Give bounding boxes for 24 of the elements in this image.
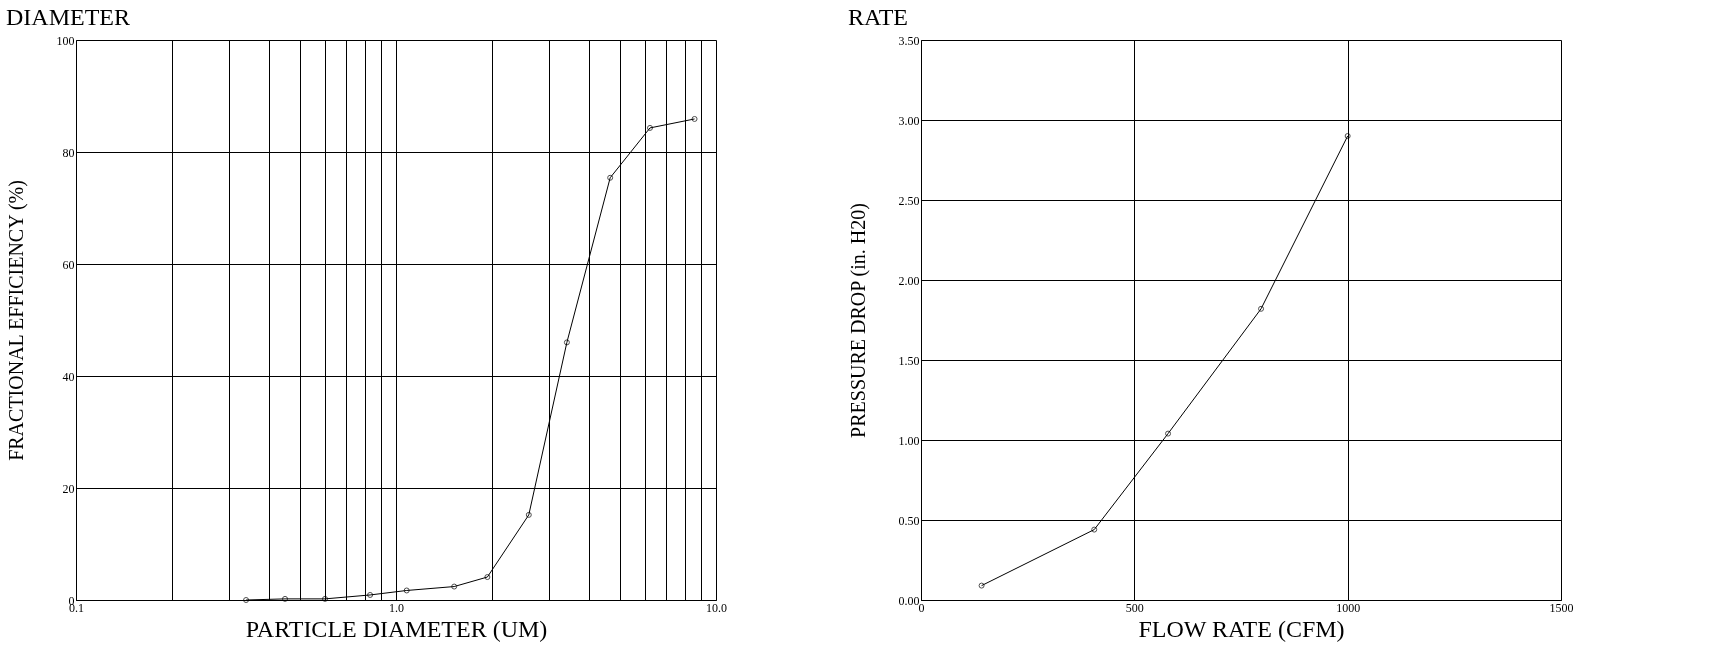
y-tick-label: 3.00 bbox=[898, 113, 920, 128]
x-tick-label: 500 bbox=[1125, 600, 1144, 615]
y-tick-label: 1.50 bbox=[898, 353, 920, 368]
y-tick-label: 2.00 bbox=[898, 273, 920, 288]
y-tick-label: 1.00 bbox=[898, 433, 920, 448]
chart-title: DIAMETER bbox=[6, 4, 130, 30]
y-tick-label: 20 bbox=[62, 481, 75, 496]
x-axis-title: PARTICLE DIAMETER (UM) bbox=[245, 615, 548, 642]
x-tick-label: 10.0 bbox=[706, 600, 727, 615]
y-tick-label: 0.50 bbox=[898, 513, 920, 528]
y-tick-label: 40 bbox=[62, 369, 75, 384]
y-tick-label: 0.00 bbox=[898, 593, 920, 608]
x-tick-label: 1.0 bbox=[389, 600, 404, 615]
y-tick-label: 2.50 bbox=[898, 193, 920, 208]
chart-title: RATE bbox=[848, 4, 908, 30]
y-axis-title: PRESSURE DROP (in. H20) bbox=[846, 203, 870, 438]
x-tick-label: 1500 bbox=[1549, 600, 1574, 615]
y-tick-label: 80 bbox=[62, 145, 75, 160]
y-tick-label: 3.50 bbox=[898, 33, 920, 48]
x-tick-label: 1000 bbox=[1336, 600, 1361, 615]
y-axis-title: FRACTIONAL EFFICIENCY (%) bbox=[4, 180, 28, 461]
y-tick-label: 100 bbox=[56, 33, 75, 48]
y-tick-label: 60 bbox=[62, 257, 75, 272]
x-axis-title: FLOW RATE (CFM) bbox=[1138, 615, 1345, 642]
